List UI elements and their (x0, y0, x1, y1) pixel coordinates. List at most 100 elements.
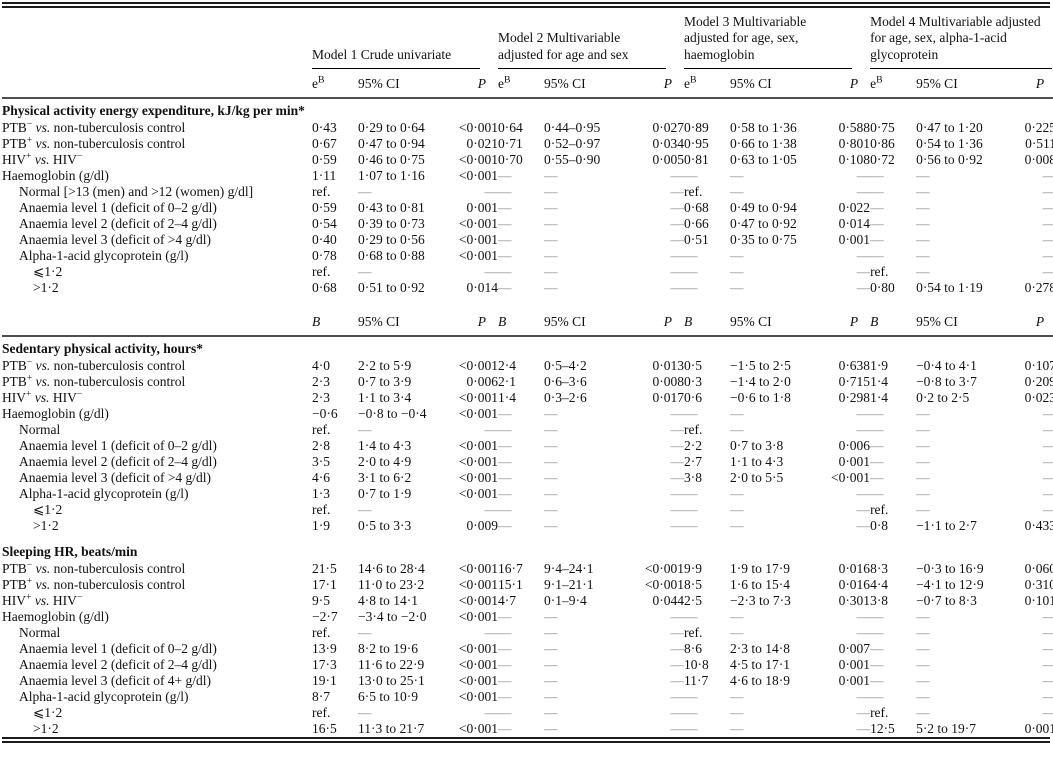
text-segment: Anaemia level 1 (deficit of 0–2 g/dl) (19, 641, 217, 657)
p-value: — (670, 248, 685, 264)
top-subheader-m2-effect: eB (498, 69, 545, 100)
effect-value: 1·3 (312, 486, 330, 502)
p-value: 0·107 (1024, 358, 1053, 374)
p-value: — (484, 502, 499, 518)
row-label: Normal [>13 (men) and >12 (women) g/dl] (2, 184, 312, 200)
superscript-segment: + (26, 388, 32, 400)
text-segment: Alpha-1-acid glycoprotein (g/l) (19, 248, 189, 264)
p-value: — (1012, 470, 1053, 486)
superscript-segment: − (76, 388, 83, 400)
effect-value: — (870, 248, 884, 264)
text-segment: 95% CI (730, 76, 772, 92)
text-segment: P (1035, 76, 1045, 92)
ci-value: −0·3 to 16·9 (916, 561, 984, 577)
row-label: PTB− vs. non-tuberculosis control (2, 356, 312, 374)
mid-subheader-m1-effect: B (312, 307, 358, 338)
ci-value: — (544, 280, 558, 296)
ci-value: 11·6 to 22·9 (358, 657, 425, 673)
table-row: Haemoglobin (g/dl) 1·11 1·07 to 1·16 <0·001… (2, 168, 1053, 184)
p-value: — (670, 232, 685, 248)
top-subheader-m3-ci: 95% CI (730, 69, 827, 100)
table-row: Anaemia level 2 (deficit of 2–4 g/dl) 3·5… (2, 454, 1053, 470)
effect-value: — (498, 438, 512, 454)
text-segment: PTB (2, 561, 27, 577)
table-row: PTB+ vs. non-tuberculosis control 0·67 0·4… (2, 135, 1053, 152)
top-subheader-m1-p: P (454, 69, 499, 100)
effect-value: 4·6 (312, 470, 330, 486)
p-value: — (856, 486, 871, 502)
ci-value: — (544, 625, 558, 641)
ci-value: — (730, 721, 744, 737)
p-value: <0·001 (458, 248, 499, 264)
table-row: Alpha-1-acid glycoprotein (g/l) 8·7 6·5 to… (2, 689, 1053, 705)
effect-value: — (684, 689, 698, 705)
effect-value: — (498, 705, 512, 721)
text-segment: P (477, 76, 487, 92)
p-value: 0·001 (838, 232, 871, 248)
ci-value: 4·6 to 18·9 (730, 673, 791, 689)
top-subheader-m3-p: P (826, 69, 871, 100)
text-segment: Haemoglobin (g/dl) (2, 609, 109, 625)
text-segment: 95% CI (544, 314, 586, 330)
p-value: 0·001 (838, 454, 871, 470)
p-value: — (1012, 200, 1053, 216)
effect-value: — (684, 406, 698, 422)
ci-value: 0·3–2·6 (544, 390, 587, 406)
p-value: — (484, 184, 499, 200)
effect-value: — (498, 689, 512, 705)
p-value: 0·016 (838, 561, 871, 577)
ci-value: −1·1 to 2·7 (916, 518, 977, 534)
effect-value: 1·4 (498, 390, 517, 406)
effect-value: ref. (870, 502, 889, 518)
p-value: 0·022 (838, 200, 871, 216)
ci-value: — (358, 264, 372, 280)
mid-subheader-m2-effect: B (498, 307, 545, 338)
ci-value: 9·1–21·1 (544, 577, 594, 593)
p-value: <0·001 (458, 486, 499, 502)
superscript-segment: B (504, 74, 511, 86)
text-segment: Normal [>13 (men) and >12 (women) g/dl] (19, 184, 254, 200)
ci-value: — (544, 705, 558, 721)
ci-value: — (730, 486, 744, 502)
text-segment: P (849, 314, 859, 330)
top-subheader-m2-ci: 95% CI (544, 69, 641, 100)
p-value: — (670, 486, 685, 502)
effect-value: — (498, 609, 512, 625)
effect-value: 1·11 (312, 168, 337, 184)
ci-value: 4·5 to 17·1 (730, 657, 791, 673)
p-value: — (1012, 502, 1053, 518)
table-row: PTB− vs. non-tuberculosis control 4·0 2·2 … (2, 356, 1053, 374)
table-bottom-rule (2, 737, 1050, 744)
p-value: <0·001 (458, 120, 499, 136)
table-row: Alpha-1-acid glycoprotein (g/l) 1·3 0·7 to… (2, 486, 1053, 502)
p-value: — (1012, 689, 1053, 705)
text-segment: PTB (2, 136, 27, 152)
ci-value: −0·8 to −0·4 (358, 406, 427, 422)
p-value: — (670, 168, 685, 184)
ci-value: 1·1 to 4·3 (730, 454, 784, 470)
text-segment: vs. (34, 390, 50, 406)
superscript-segment: − (26, 356, 33, 368)
effect-value: — (870, 454, 884, 470)
effect-value: 9·5 (312, 593, 330, 609)
p-value: — (1012, 438, 1053, 454)
top-subheader-m4-p: P (1012, 69, 1053, 100)
section-3-title: Sleeping HR, beats/min (2, 544, 138, 560)
effect-value: — (870, 200, 884, 216)
p-value: — (1012, 168, 1053, 184)
p-value: — (484, 625, 499, 641)
ci-value: −3·4 to −2·0 (358, 609, 427, 625)
effect-value: 17·1 (312, 577, 337, 593)
effect-value: ref. (312, 705, 331, 721)
p-value: 0·225 (1024, 120, 1053, 136)
p-value: — (484, 422, 499, 438)
model-1-header: Model 1 Crude univariate (312, 8, 498, 70)
ci-value: 0·49 to 0·94 (730, 200, 797, 216)
effect-value: 0·75 (870, 120, 895, 136)
ci-value: −0·8 to 3·7 (916, 374, 977, 390)
ci-value: 1·4 to 4·3 (358, 438, 412, 454)
text-segment: >1·2 (33, 280, 59, 296)
ci-value: 0·5–4·2 (544, 358, 587, 374)
